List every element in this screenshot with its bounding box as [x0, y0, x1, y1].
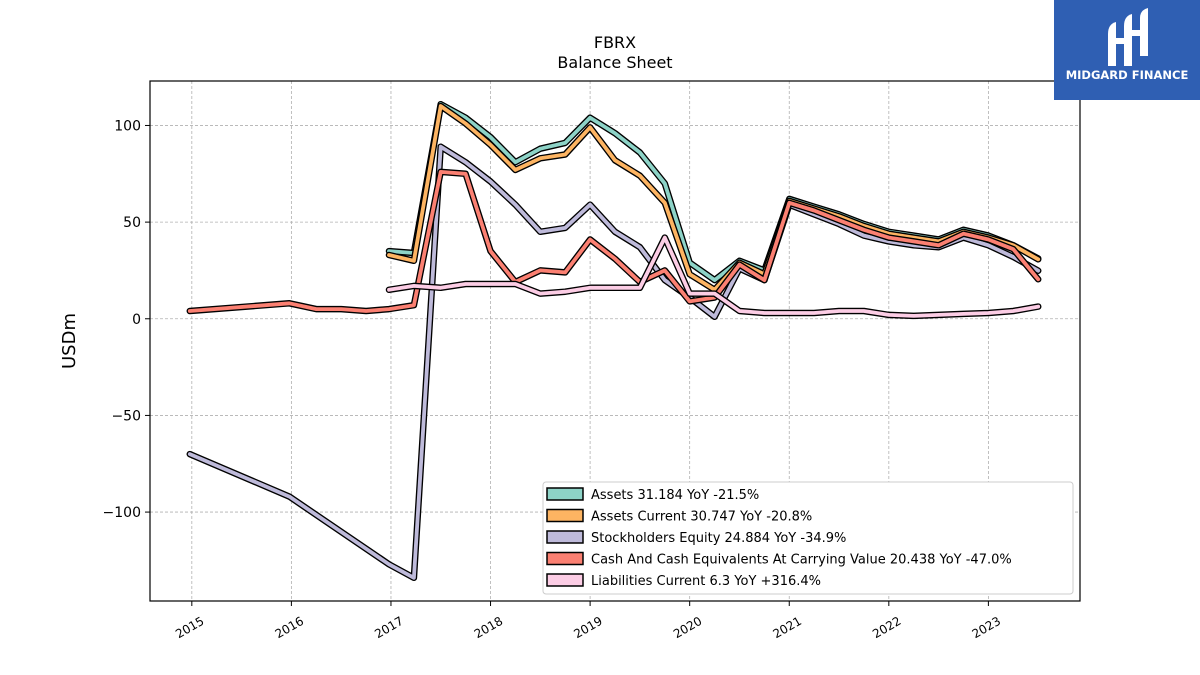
x-axis-ticks: 2015 2016 2017 2018 2019 2020 2021 2022 2023 — [173, 601, 1003, 641]
legend-frame — [542, 481, 1074, 595]
y-tick-label: 50 — [123, 215, 141, 231]
grid-lines — [150, 81, 1080, 601]
chart-title: FBRX — [594, 33, 636, 52]
x-tick-label: 2022 — [870, 614, 903, 641]
plot-frame — [149, 80, 1081, 602]
y-tick-label: 100 — [114, 118, 141, 134]
y-tick-label: −50 — [111, 408, 141, 424]
series-line — [187, 170, 1041, 313]
midgard-finance-logo: MIDGARD FINANCE — [1054, 0, 1200, 100]
series-line — [387, 104, 1041, 292]
legend-label: Assets Current 30.747 YoY -20.8% — [591, 510, 812, 525]
series-lines — [186, 100, 1042, 582]
x-tick-label: 2019 — [571, 614, 604, 641]
y-axis-label: USDm — [59, 313, 80, 369]
legend: Assets 31.184 YoY -21.5% Assets Current 3… — [542, 481, 1074, 595]
legend-label: Cash And Cash Equivalents At Carrying Va… — [591, 553, 1012, 568]
x-tick-label: 2018 — [472, 614, 505, 641]
legend-swatch — [546, 487, 584, 501]
x-tick-label: 2017 — [372, 614, 405, 641]
legend-label: Assets 31.184 YoY -21.5% — [591, 488, 759, 503]
legend-swatch — [546, 530, 584, 544]
legend-swatch — [546, 551, 584, 566]
x-tick-label: 2020 — [671, 614, 704, 641]
x-tick-label: 2021 — [771, 614, 804, 641]
x-tick-label: 2023 — [970, 614, 1003, 641]
logo-text: MIDGARD FINANCE — [1065, 68, 1189, 82]
y-tick-label: 0 — [132, 312, 141, 328]
series-line — [387, 235, 1041, 318]
series-outline — [385, 100, 1042, 284]
legend-label: Liabilities Current 6.3 YoY +316.4% — [591, 574, 821, 589]
y-axis-ticks: −100 −50 0 50 100 — [103, 118, 150, 521]
legend-swatch — [546, 508, 584, 523]
legend-label: Stockholders Equity 24.884 YoY -34.9% — [591, 531, 846, 546]
y-tick-label: −100 — [103, 505, 141, 521]
x-tick-label: 2015 — [173, 614, 206, 641]
x-tick-label: 2016 — [273, 614, 306, 641]
logo-mark-icon — [1108, 8, 1148, 66]
chart-subtitle: Balance Sheet — [557, 53, 672, 72]
legend-swatch — [546, 573, 584, 587]
